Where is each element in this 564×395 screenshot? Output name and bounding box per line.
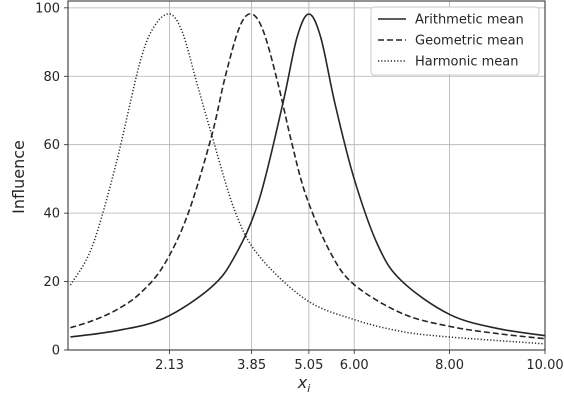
x-axis-label-base: x — [297, 373, 308, 392]
legend-label: Arithmetic mean — [415, 13, 524, 28]
legend: Arithmetic mean Geometric mean Harmonic me… — [370, 6, 540, 76]
y-tick-label: 80 — [43, 70, 60, 85]
x-tick-label: 10.00 — [526, 358, 563, 373]
legend-box — [370, 6, 540, 76]
x-tick-label: 2.13 — [155, 358, 184, 373]
axes — [67, 0, 546, 351]
x-tick-label: 6.00 — [340, 358, 369, 373]
legend-label: Harmonic mean — [415, 55, 518, 70]
x-axis-label: xi — [297, 373, 311, 395]
x-tick-label: 8.00 — [435, 358, 464, 373]
x-tick-label: 5.05 — [294, 358, 323, 373]
x-tick-label: 3.85 — [237, 358, 266, 373]
y-tick-label: 0 — [52, 344, 60, 359]
y-tick-label: 40 — [43, 207, 60, 222]
y-tick-label: 20 — [43, 275, 60, 290]
legend-label: Geometric mean — [415, 34, 524, 49]
y-axis-label: Influence — [9, 140, 28, 214]
x-axis-label-subscript: i — [307, 382, 310, 395]
series-line-geometric-mean — [70, 13, 546, 340]
series-line-harmonic-mean — [69, 13, 546, 345]
tick-labels: 2.13 3.85 5.05 6.00 8.00 10.00 0 20 40 60 80 100 — [35, 1, 563, 373]
plot-frame — [67, 0, 546, 351]
series-line-arithmetic-mean — [70, 13, 546, 338]
series-group — [69, 13, 546, 345]
y-tick-label: 60 — [43, 138, 60, 153]
y-tick-label: 100 — [35, 1, 60, 16]
